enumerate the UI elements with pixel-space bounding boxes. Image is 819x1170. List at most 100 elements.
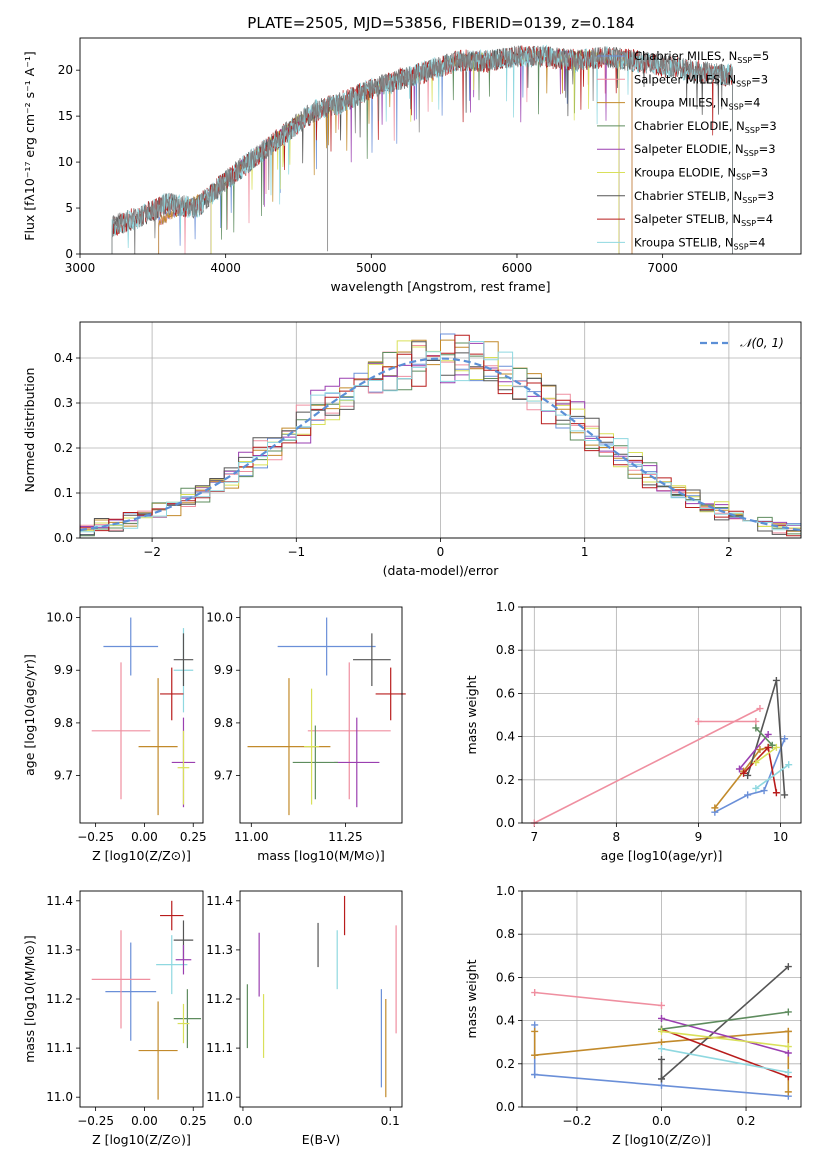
y-axis-label: mass weight <box>464 675 479 754</box>
y-tick-label: 0.1 <box>54 486 73 500</box>
legend-label: Chabrier STELIB, NSSP=3 <box>634 189 774 205</box>
legend-label: Chabrier MILES, NSSP=5 <box>634 49 769 65</box>
y-tick-label: 10 <box>58 155 73 169</box>
normal-curve <box>79 357 802 532</box>
y-tick-label: 15 <box>58 109 73 123</box>
weight-marker <box>752 724 760 732</box>
weight-marker <box>711 804 719 812</box>
y-tick-label: 20 <box>58 63 73 77</box>
x-axis-label: (data-model)/error <box>383 563 500 578</box>
x-tick-label: 0.00 <box>131 830 158 844</box>
axes-frame <box>79 37 802 255</box>
legend-label: Salpeter STELIB, NSSP=4 <box>634 212 773 228</box>
weight-marker <box>658 1045 665 1053</box>
y-tick-label: 9.7 <box>214 769 233 783</box>
mass-weight-vs-age-panel: 7 8 9 10 0.0 0.2 0.4 0.6 0.8 1.0 age [log10(age/yr… <box>464 600 802 863</box>
y-tick-label: 11.4 <box>206 894 233 908</box>
histogram-series <box>79 341 802 538</box>
x-tick-label: 5000 <box>356 261 387 275</box>
x-axis-label: mass [log10(M/M⊙)] <box>257 848 385 863</box>
y-tick-label: 11.3 <box>46 943 73 957</box>
weight-line <box>661 1017 789 1054</box>
weight-marker <box>694 717 702 725</box>
y-tick-label: 0.2 <box>54 441 73 455</box>
y-tick-label: 9.9 <box>54 663 73 677</box>
weight-marker <box>784 1049 792 1057</box>
x-tick-label: 6000 <box>502 261 533 275</box>
y-tick-label: 9.8 <box>54 716 73 730</box>
y-tick-label: 11.0 <box>206 1090 233 1104</box>
y-tick-label: 0.8 <box>496 643 515 657</box>
y-tick-label: 0.6 <box>496 686 515 700</box>
x-tick-label: −1 <box>287 545 305 559</box>
spectrum-line <box>111 45 733 254</box>
weight-line <box>661 1047 789 1074</box>
weight-line <box>755 727 773 746</box>
x-tick-label: 2 <box>725 545 733 559</box>
x-tick-label: 0.00 <box>131 1114 158 1128</box>
y-tick-label: 9.8 <box>214 716 233 730</box>
mass-vs-Z-panel: −0.25 0.00 0.25 11.0 11.1 11.2 11.3 11.4 Z [log1… <box>22 890 207 1147</box>
x-tick-label: 11.25 <box>328 830 362 844</box>
x-tick-label: 11.00 <box>234 830 268 844</box>
x-axis-label: age [log10(age/yr)] <box>601 848 723 863</box>
legend-label: Kroupa ELODIE, NSSP=3 <box>634 166 768 182</box>
x-tick-label: 1 <box>581 545 589 559</box>
weight-marker <box>735 765 743 773</box>
mass-weight-vs-Z-panel: −0.2 0.0 0.2 0.0 0.2 0.4 0.6 0.8 1.0 Z [log10(Z/Z… <box>464 884 802 1147</box>
residual-panel: −2 −1 0 1 2 0.0 0.1 0.2 0.3 0.4 (data-model)/error… <box>22 321 802 578</box>
y-tick-label: 0.2 <box>496 773 515 787</box>
x-tick-label: −0.25 <box>77 830 114 844</box>
legend-label: 𝒩(0, 1) <box>740 336 784 350</box>
weight-line <box>738 733 769 770</box>
y-tick-label: 0.4 <box>496 1014 515 1028</box>
x-tick-label: 0.25 <box>180 1114 207 1128</box>
x-tick-label: 0.2 <box>736 1114 755 1128</box>
x-tick-label: −0.2 <box>562 1114 591 1128</box>
x-tick-label: 0.0 <box>652 1114 671 1128</box>
weight-marker <box>531 1051 539 1059</box>
axes-frame <box>239 890 403 1108</box>
age-vs-Z-panel: −0.25 0.00 0.25 9.7 9.8 9.9 10.0 Z [log10(Z/Z⊙)… <box>22 606 207 863</box>
axes-frame <box>79 321 802 539</box>
weight-marker <box>756 746 764 754</box>
x-tick-label: −0.25 <box>77 1114 114 1128</box>
weight-marker <box>752 717 760 725</box>
weight-marker <box>784 1068 792 1076</box>
x-tick-label: 3000 <box>65 261 96 275</box>
x-axis-label: Z [log10(Z/Z⊙)] <box>92 848 191 863</box>
y-tick-label: 11.2 <box>46 992 73 1006</box>
x-tick-label: 0.1 <box>381 1114 400 1128</box>
y-tick-label: 0.3 <box>54 396 73 410</box>
weight-marker <box>752 759 760 767</box>
y-tick-label: 0.0 <box>496 816 515 830</box>
weight-marker <box>772 789 780 797</box>
weight-marker <box>760 787 768 795</box>
weight-marker <box>658 1027 665 1035</box>
weight-marker <box>772 676 780 684</box>
weight-line <box>755 746 777 764</box>
weight-marker <box>784 1027 792 1035</box>
weight-marker <box>531 1021 539 1029</box>
y-axis-label: age [log10(age/yr)] <box>22 654 37 776</box>
weight-marker <box>744 771 752 779</box>
y-tick-label: 0.4 <box>54 351 73 365</box>
weight-marker <box>752 784 760 792</box>
y-tick-label: 0.4 <box>496 730 515 744</box>
weight-marker <box>744 791 752 799</box>
x-tick-label: 9 <box>695 830 703 844</box>
y-tick-label: 11.3 <box>206 943 233 957</box>
weight-marker <box>658 1081 665 1089</box>
x-tick-label: 10 <box>773 830 788 844</box>
weight-line <box>661 1030 789 1048</box>
x-axis-label: E(B-V) <box>302 1132 341 1147</box>
legend-label: Salpeter MILES, NSSP=3 <box>634 72 768 88</box>
y-tick-label: 0.6 <box>496 970 515 984</box>
y-tick-label: 0 <box>65 247 73 261</box>
weight-marker <box>764 743 772 751</box>
x-tick-label: 0 <box>437 545 445 559</box>
y-tick-label: 0.0 <box>496 1100 515 1114</box>
weight-marker <box>658 1014 665 1022</box>
legend-label: Kroupa STELIB, NSSP=4 <box>634 235 765 251</box>
